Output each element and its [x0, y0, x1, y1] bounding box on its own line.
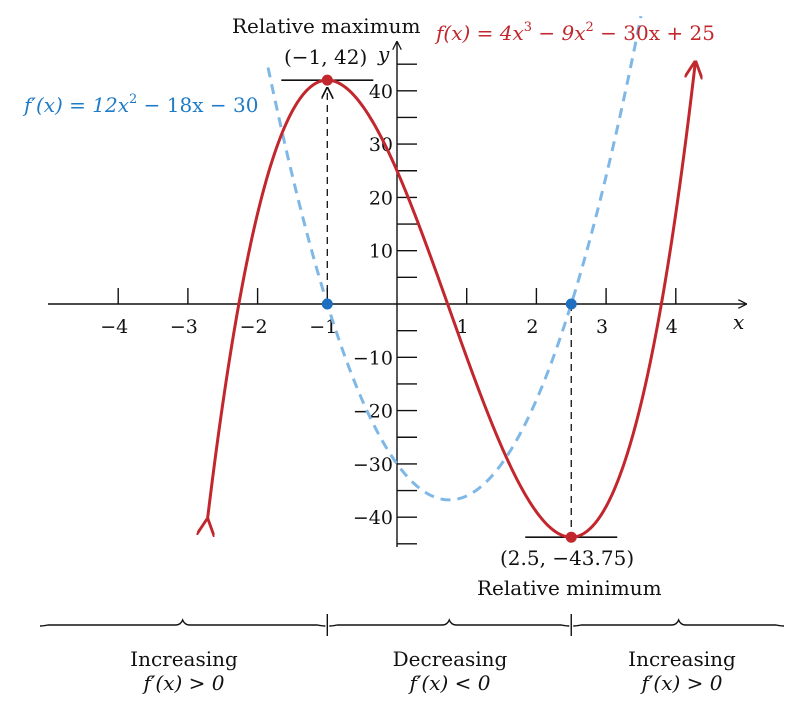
- x-tick-label: 3: [596, 316, 608, 338]
- relative-maximum-coord: (−1, 42): [284, 45, 367, 69]
- interval-1-condition: f′(x) > 0: [141, 671, 224, 695]
- interval-3-condition: f′(x) > 0: [639, 671, 722, 695]
- y-axis-label: y: [377, 42, 390, 66]
- y-tick-label: −20: [353, 401, 393, 423]
- series-f-curve: [207, 62, 695, 539]
- y-tick-label: 20: [369, 187, 393, 209]
- y-tick-label: −40: [353, 507, 393, 529]
- x-tick-label: −3: [170, 316, 198, 338]
- x-tick-label: 2: [526, 316, 538, 338]
- interval-1-title: Increasing: [130, 647, 238, 671]
- interval-brace: [39, 618, 326, 627]
- x-tick-label: −2: [240, 316, 268, 338]
- interval-2-condition: f′(x) < 0: [407, 671, 490, 695]
- x-tick-label: 4: [666, 316, 678, 338]
- relative-minimum-label: Relative minimum: [477, 576, 662, 600]
- fprime-function-label: f′(x) = 12x2 − 18x − 30: [22, 92, 258, 117]
- data-point: [321, 298, 333, 310]
- f-function-label: f(x) = 4x3 − 9x2 − 30x + 25: [434, 20, 715, 45]
- data-point: [565, 298, 577, 310]
- interval-braces: [39, 614, 785, 636]
- y-tick-label: −10: [353, 347, 393, 369]
- y-tick-label: −30: [353, 454, 393, 476]
- x-ticks: −4 −3 −2 −1 1 2 3 4: [100, 288, 678, 338]
- x-axis-label: x: [733, 310, 744, 334]
- data-point: [565, 531, 577, 543]
- series-fprime-curve: [266, 15, 643, 502]
- interval-brace: [329, 618, 570, 627]
- relative-maximum-label: Relative maximum: [232, 14, 421, 38]
- interval-labels: Increasing f′(x) > 0 Decreasing f′(x) < …: [130, 647, 736, 695]
- points-layer: [321, 74, 577, 543]
- y-tick-label: 40: [369, 81, 393, 103]
- x-tick-label: −4: [100, 316, 128, 338]
- data-point: [321, 74, 333, 86]
- interval-3-title: Increasing: [628, 647, 736, 671]
- relative-minimum-coord: (2.5, −43.75): [500, 546, 634, 570]
- y-tick-label: 10: [369, 241, 393, 263]
- interval-brace: [573, 618, 785, 627]
- interval-2-title: Decreasing: [393, 647, 508, 671]
